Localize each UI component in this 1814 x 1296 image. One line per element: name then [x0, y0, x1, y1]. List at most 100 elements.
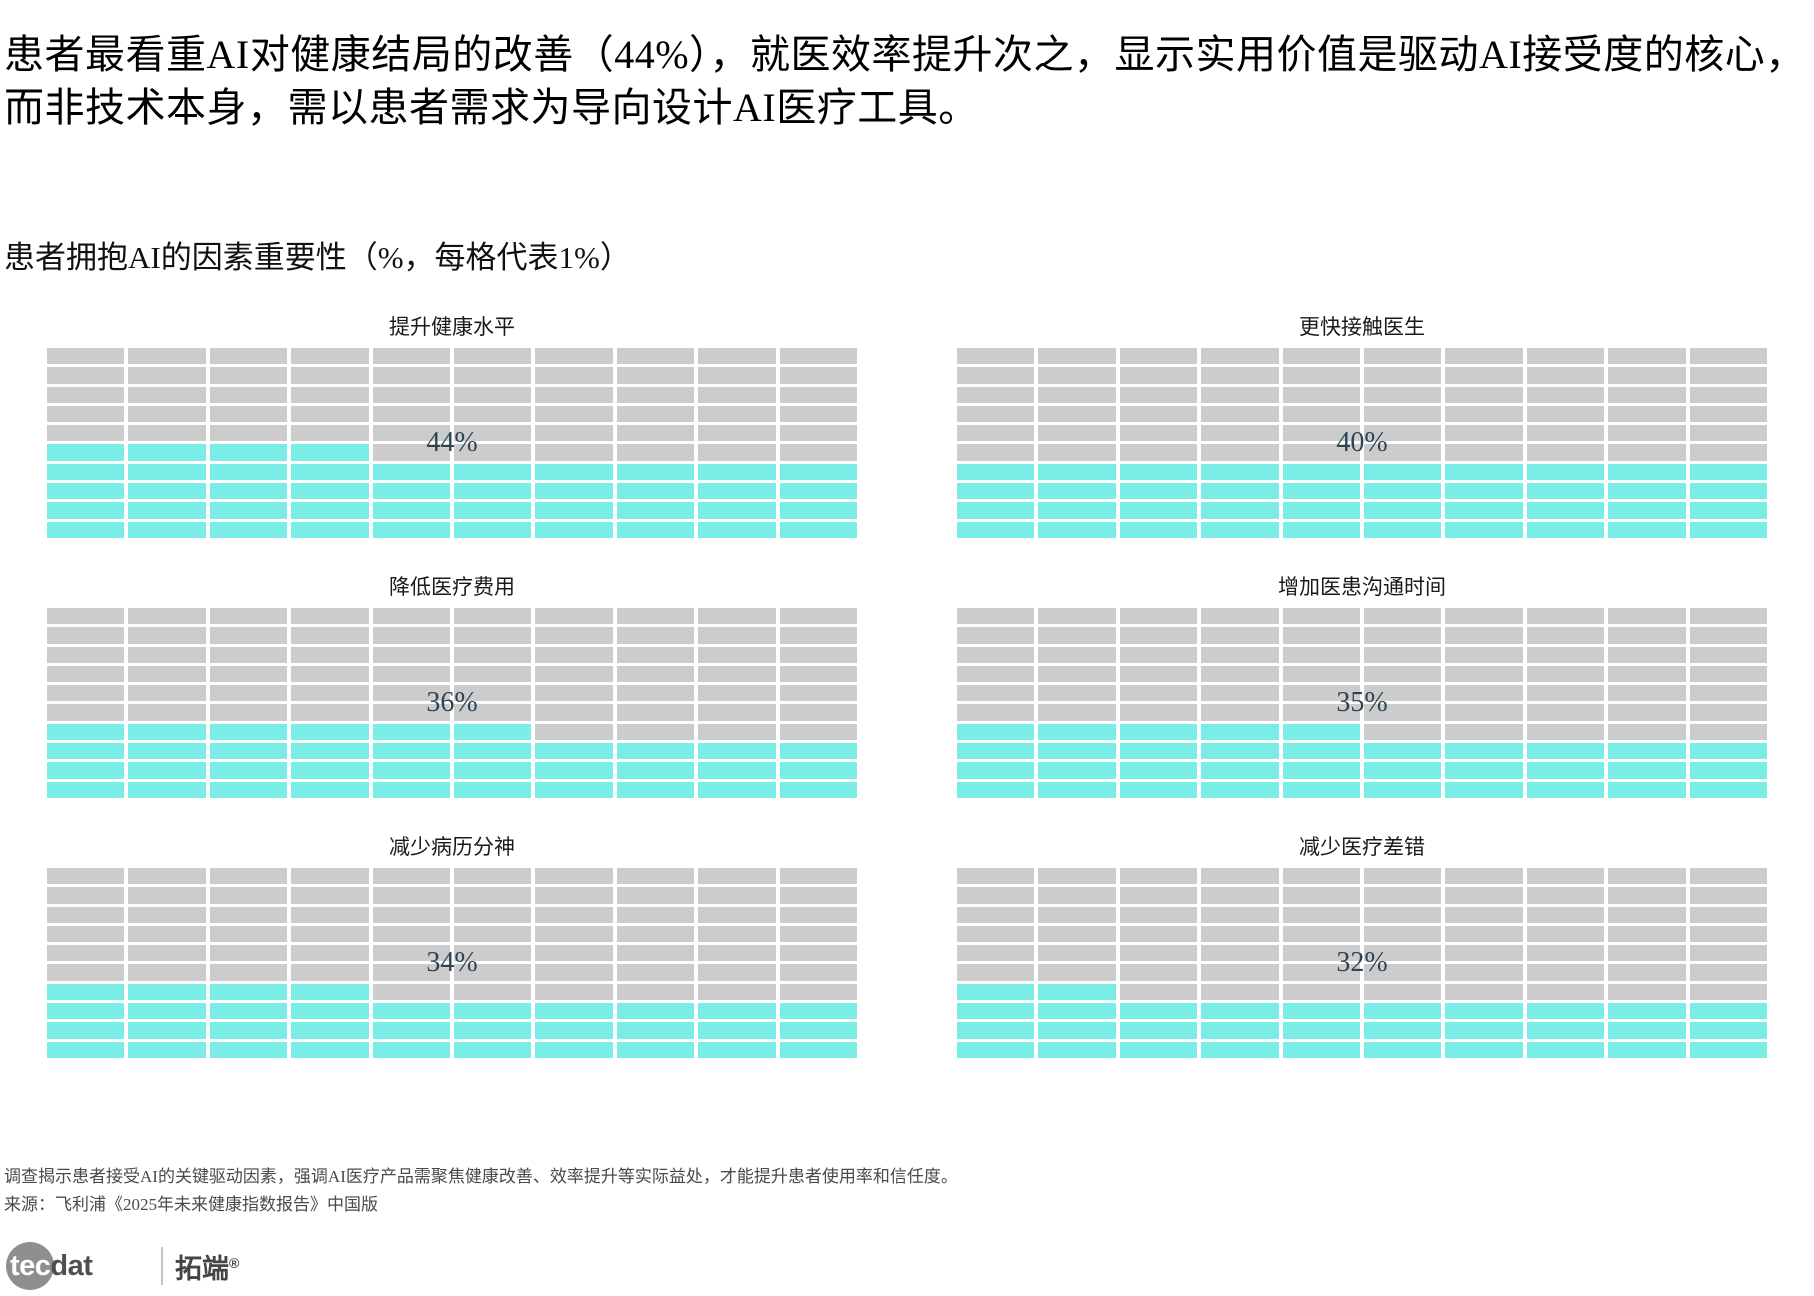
- waffle-cell: [779, 521, 857, 538]
- waffle-cell: [372, 868, 450, 885]
- waffle-cell: [779, 367, 857, 384]
- logo-chinese-name: 拓端®: [175, 1247, 239, 1286]
- waffle-cell: [1608, 925, 1686, 943]
- waffle-cell: [1119, 868, 1198, 885]
- waffle-cell: [1364, 646, 1442, 663]
- waffle-cell: [209, 964, 288, 981]
- waffle-cell: [1608, 348, 1686, 365]
- waffle-cell: [779, 762, 857, 779]
- waffle-cell: [372, 646, 450, 663]
- waffle-cell: [616, 781, 695, 798]
- waffle-cell: [957, 348, 1035, 365]
- waffle-cell: [1119, 781, 1198, 798]
- chart-title: 更快接触医生: [1299, 315, 1425, 339]
- waffle-cell: [372, 704, 450, 721]
- chart-block-fewer-medical-errors: 减少医疗差错 32%: [957, 835, 1767, 1058]
- waffle-cell: [291, 348, 369, 365]
- waffle-cell: [128, 983, 206, 1001]
- waffle-cell: [535, 1022, 613, 1039]
- waffle-cell: [1119, 1022, 1198, 1039]
- waffle-cell: [957, 964, 1035, 981]
- chart-block-health-improvement: 提升健康水平 44%: [47, 315, 857, 538]
- waffle-cell: [1201, 1041, 1279, 1058]
- waffle-cell: [1689, 1041, 1767, 1058]
- waffle-cell: [616, 887, 695, 904]
- waffle-cell: [128, 868, 206, 885]
- waffle-cell: [1119, 1003, 1198, 1020]
- waffle-cell: [1526, 502, 1605, 519]
- waffle-cell: [957, 367, 1035, 384]
- waffle-cell: [616, 386, 695, 403]
- waffle-cell: [1119, 483, 1198, 500]
- waffle-cell: [698, 502, 776, 519]
- waffle-cell: [1038, 743, 1116, 760]
- waffle-cell: [372, 1041, 450, 1058]
- waffle-cell: [1689, 762, 1767, 779]
- waffle-cell: [1282, 483, 1360, 500]
- waffle-cell: [128, 665, 206, 683]
- waffle-cell: [47, 646, 125, 663]
- waffle-cell: [454, 665, 532, 683]
- waffle-cell: [1526, 367, 1605, 384]
- waffle-cell: [209, 444, 288, 461]
- logo-circle-icon: [6, 1242, 54, 1290]
- waffle-cell: [291, 704, 369, 721]
- waffle-cell: [1445, 1003, 1523, 1020]
- waffle-cell: [1119, 906, 1198, 923]
- waffle-cell: [957, 704, 1035, 721]
- logo-dat: dat: [50, 1250, 93, 1282]
- waffle-cell: [1364, 704, 1442, 721]
- waffle-cell: [1364, 483, 1442, 500]
- waffle-cell: [1689, 608, 1767, 625]
- waffle-cell: [616, 502, 695, 519]
- waffle-cell: [454, 444, 532, 461]
- waffle-cell: [47, 665, 125, 683]
- waffle-cell: [128, 425, 206, 442]
- waffle-cell: [291, 945, 369, 962]
- waffle-cell: [1038, 781, 1116, 798]
- waffle-cell: [1526, 964, 1605, 981]
- waffle-cell: [1526, 868, 1605, 885]
- waffle-cell: [1201, 762, 1279, 779]
- waffle-cell: [1364, 906, 1442, 923]
- waffle-cell: [1119, 405, 1198, 423]
- waffle-cell: [1119, 743, 1198, 760]
- waffle-cell: [1282, 868, 1360, 885]
- waffle-cell: [209, 367, 288, 384]
- waffle-cell: [1364, 945, 1442, 962]
- waffle-cell: [1282, 1041, 1360, 1058]
- waffle-cell: [1689, 1022, 1767, 1039]
- waffle-cell: [1689, 964, 1767, 981]
- waffle-cell: [372, 781, 450, 798]
- waffle-cell: [1038, 945, 1116, 962]
- waffle-cell: [209, 868, 288, 885]
- waffle-cell: [616, 348, 695, 365]
- waffle-cell: [1201, 887, 1279, 904]
- waffle-cell: [535, 964, 613, 981]
- waffle-cell: [698, 685, 776, 702]
- waffle-cell: [1201, 463, 1279, 481]
- waffle-cell: [1119, 665, 1198, 683]
- waffle-cell: [616, 367, 695, 384]
- waffle-cell: [698, 1041, 776, 1058]
- waffle-cell: [698, 1022, 776, 1039]
- waffle-cell: [454, 1003, 532, 1020]
- waffle-cell: [454, 386, 532, 403]
- waffle-cell: [1201, 964, 1279, 981]
- waffle-cell: [957, 983, 1035, 1001]
- waffle-cell: [454, 521, 532, 538]
- waffle-cell: [779, 945, 857, 962]
- waffle-cell: [1526, 463, 1605, 481]
- waffle-cell: [616, 925, 695, 943]
- waffle-cell: [1282, 463, 1360, 481]
- waffle-cell: [128, 502, 206, 519]
- waffle-cell: [616, 964, 695, 981]
- waffle-cell: [616, 405, 695, 423]
- waffle-cell: [454, 983, 532, 1001]
- waffle-cell: [1526, 1003, 1605, 1020]
- waffle-cell: [47, 964, 125, 981]
- waffle-cell: [1526, 887, 1605, 904]
- waffle-cell: [698, 521, 776, 538]
- waffle-cell: [616, 521, 695, 538]
- waffle-cell: [454, 762, 532, 779]
